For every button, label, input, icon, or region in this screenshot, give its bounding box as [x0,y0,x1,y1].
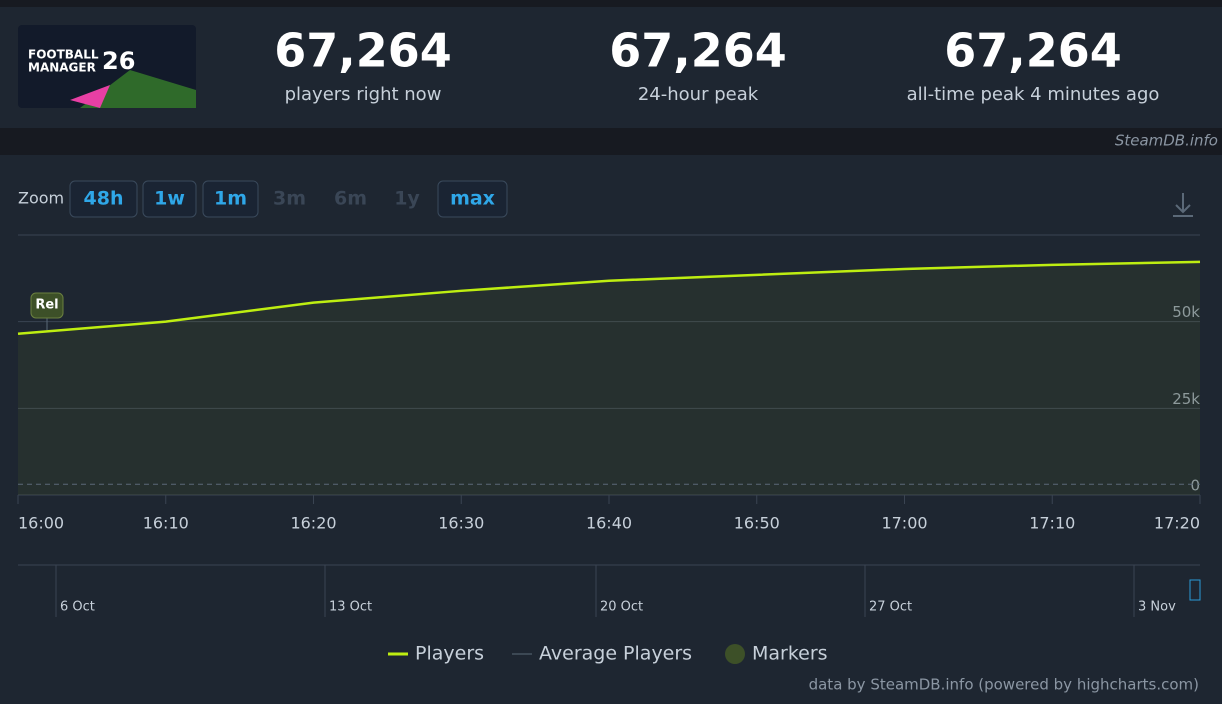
stat-label: 24-hour peak [638,84,759,105]
zoom-label: Zoom [18,189,64,208]
navigator-label: 6 Oct [60,600,95,615]
navigator-label: 20 Oct [600,600,643,615]
x-tick-label: 16:50 [734,514,780,533]
area [18,261,1200,495]
stat-label: players right now [285,84,442,105]
x-tick-label: 16:00 [18,514,64,533]
zoom-button-label[interactable]: 1w [154,188,185,210]
stat-label: all-time peak 4 minutes ago [907,84,1160,105]
x-tick-label: 16:40 [586,514,632,533]
logo-line-2: MANAGER [28,61,96,75]
x-tick-label: 16:30 [438,514,484,533]
zoom-button[interactable] [437,180,508,218]
navigator [18,565,1200,617]
zoom-button-label: 6m [334,188,367,210]
marker-badge[interactable] [30,292,64,319]
stat-value: 67,264 [944,24,1122,78]
x-tick-label: 17:20 [1154,514,1200,533]
logo-number: 26 [102,47,135,75]
zoom-button[interactable] [69,180,138,218]
zoom-button-label[interactable]: max [450,188,495,210]
x-tick-label: 16:20 [290,514,336,533]
credits[interactable]: data by SteamDB.info (powered by highcha… [809,676,1199,694]
stats-panel [0,7,1222,128]
navigator-label: 3 Nov [1138,600,1176,615]
navigator-label: 13 Oct [329,600,372,615]
y-tick-label: 0 [1190,477,1200,495]
y-tick-label: 25k [1172,390,1200,408]
x-tick-label: 17:00 [881,514,927,533]
marker-label[interactable]: Rel [35,298,58,313]
zoom-button-label: 3m [273,188,306,210]
legend-label[interactable]: Players [415,643,484,665]
navigator-label: 27 Oct [869,600,912,615]
x-tick-label: 17:10 [1029,514,1075,533]
y-tick-label: 50k [1172,303,1200,321]
legend-label[interactable]: Markers [752,643,828,665]
game-image-accent [70,85,110,108]
legend-label[interactable]: Average Players [539,643,692,665]
stat-value: 67,264 [274,24,452,78]
download-icon[interactable] [1173,193,1193,217]
zoom-button-label[interactable]: 48h [84,188,124,210]
navigator-handle[interactable] [1189,579,1201,601]
zoom-button[interactable] [142,180,197,218]
logo-line-1: FOOTBALL [28,48,99,62]
game-image-pitch [80,70,196,108]
zoom-button-label: 1y [394,188,420,210]
x-tick-label: 16:10 [143,514,189,533]
watermark: SteamDB.info [1115,132,1218,150]
zoom-button[interactable] [202,180,259,218]
series-line [17,260,1201,336]
stat-value: 67,264 [609,24,787,78]
legend-symbol[interactable] [725,644,745,664]
zoom-button-label[interactable]: 1m [214,188,247,210]
